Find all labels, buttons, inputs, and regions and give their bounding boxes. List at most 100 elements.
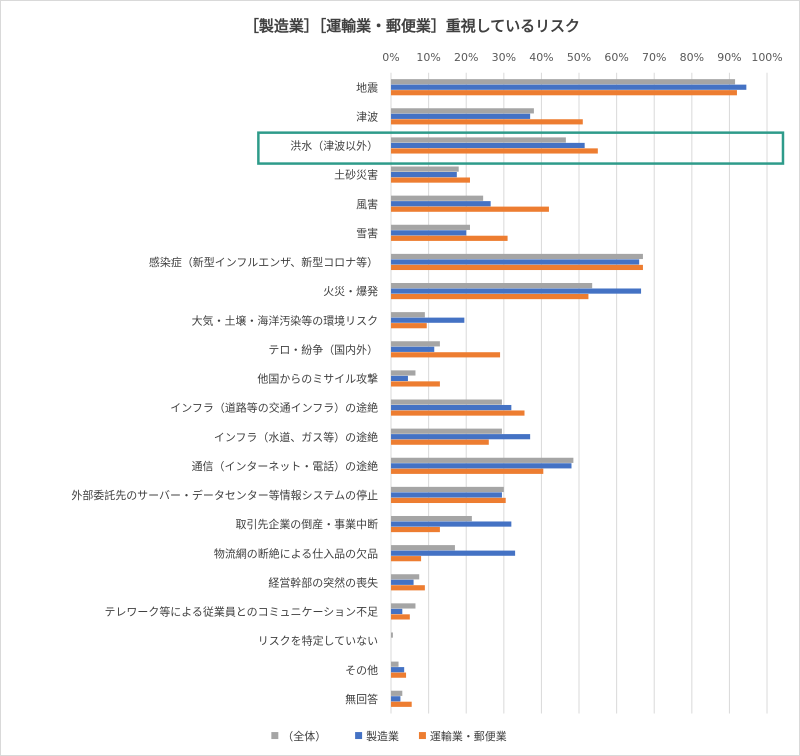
category-label: 津波 [356,110,378,123]
category-label: 感染症（新型インフルエンザ、新型コロナ等） [149,255,378,269]
bar [391,370,416,376]
legend: （全体） 製造業 運輸業・郵便業 [271,729,507,743]
x-tick-label: 50% [567,51,591,64]
bar [391,667,405,673]
bar [391,492,502,498]
bar [391,375,408,382]
category-label: 火災・爆発 [323,284,378,298]
bar [391,177,470,183]
bar [391,142,585,149]
x-tick-label: 20% [454,51,478,64]
bar [391,701,412,707]
category-label: 大気・土壌・海洋汚染等の環境リスク [192,313,378,327]
bar [391,312,425,318]
x-tick-label: 30% [492,51,516,64]
bar [391,293,589,300]
x-tick-label: 0% [382,51,399,64]
bar [391,521,512,527]
bar [391,90,737,96]
x-tick-label: 10% [416,51,440,64]
bar [391,206,549,212]
bar [391,235,508,241]
category-label: リスクを特定していない [258,634,378,648]
category-label: 経営幹部の突然の喪失 [268,575,378,589]
bar [391,410,525,416]
bar [391,574,420,580]
bar [391,497,506,504]
x-axis-ticks: 0% 10% 20% 30% 40% 50% 60% 70% 80% 90% 100% [382,51,782,64]
bar [391,404,512,411]
category-label: 土砂災害 [334,168,378,182]
bar [391,515,472,522]
bar [391,486,504,493]
bar [391,672,407,678]
bar [391,696,401,702]
category-label: 物流網の断絶による仕入品の欠品 [214,546,378,560]
legend-swatch [355,732,363,740]
bar [391,556,422,562]
category-label: インフラ（水道、ガス等）の途絶 [214,430,378,444]
x-tick-label: 40% [529,51,553,64]
category-label: 洪水（津波以外） [290,139,378,153]
bar [391,201,491,207]
category-label: 地震 [356,81,378,94]
category-label: 無回答 [345,692,378,706]
bar [391,399,502,405]
x-tick-label: 80% [680,51,704,64]
bar [391,148,598,154]
bar [391,323,427,329]
bar [391,137,566,143]
category-label: テロ・紛争（国内外） [268,342,378,356]
bar [391,632,393,638]
x-tick-label: 90% [717,51,741,64]
bar [391,457,574,463]
bar [391,439,489,445]
bar [391,661,399,667]
bar [391,463,572,469]
bar [391,603,416,609]
bar [391,166,459,172]
legend-label: （全体） [282,729,326,743]
category-label: 風害 [356,197,378,211]
x-tick-label: 70% [642,51,666,64]
category-label: 取引先企業の倒産・事業中断 [235,517,378,531]
bar [391,264,643,271]
bar [391,341,440,347]
x-tick-label: 100% [751,51,782,64]
bar [391,259,640,265]
bar [391,113,531,119]
bar [391,224,470,230]
bar [391,550,516,556]
category-label: 外部委託先のサーバー・データセンター等情報システムの停止 [71,488,378,502]
bar [391,79,736,85]
bar [391,171,457,178]
bar [391,108,534,114]
highlight-box [257,131,785,165]
bar [391,468,544,474]
legend-swatch [418,732,426,740]
bar [391,608,403,615]
x-tick-label: 60% [604,51,628,64]
legend-label: 運輸業・郵便業 [430,729,507,743]
bar [391,579,414,585]
bar [391,585,425,591]
legend-swatch [271,732,279,740]
category-label: 通信（インターネット・電話）の途絶 [192,459,378,473]
bar [391,288,642,294]
bar [391,346,435,352]
bar [391,428,502,434]
bar [391,614,410,620]
bar [391,317,465,323]
bar [391,119,583,125]
legend-label: 製造業 [366,729,399,743]
bar [391,526,440,533]
bar [391,253,643,260]
bar [391,352,501,358]
category-label: インフラ（道路等の交通インフラ）の途絶 [170,401,378,415]
bar [391,230,467,236]
category-label: テレワーク等による従業員とのコミュニケーション不足 [104,605,378,619]
bar [391,381,440,387]
chart-title: ［製造業］［運輸業・郵便業］重視しているリスク [244,17,580,35]
